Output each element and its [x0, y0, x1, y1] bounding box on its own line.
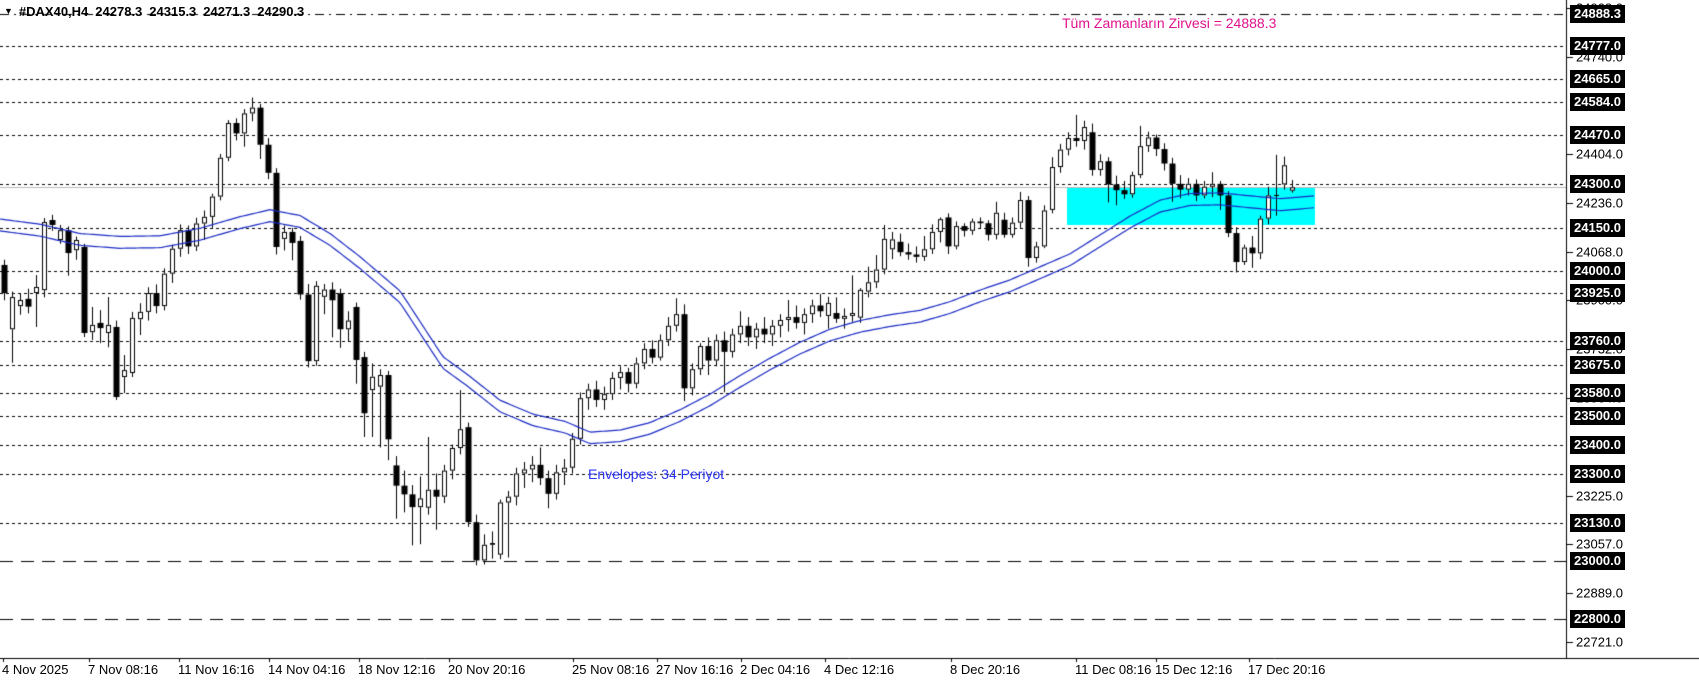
price-level-label: 24000.0 [1570, 262, 1625, 281]
time-axis-tick-label: 2 Dec 04:16 [740, 662, 811, 677]
time-axis-tick-label: 14 Nov 04:16 [268, 662, 346, 677]
price-level-label: 24300.0 [1570, 175, 1625, 194]
price-level-label: 22800.0 [1570, 609, 1625, 628]
price-axis-tick-label: 23057.0 [1576, 536, 1623, 552]
price-level-label: 23925.0 [1570, 284, 1625, 303]
price-level-label: 23000.0 [1570, 552, 1625, 570]
price-level-label: 24470.0 [1570, 126, 1625, 145]
time-axis-tick-label: 4 Nov 2025 [2, 662, 69, 677]
time-axis-tick-label: 27 Nov 16:16 [656, 662, 734, 677]
time-axis-tick-label: 20 Nov 20:16 [448, 662, 526, 677]
price-level-label: 24584.0 [1570, 93, 1625, 112]
price-axis-tick-label: 24068.0 [1576, 244, 1623, 260]
envelope-indicator-annotation: Envelopes: 34 Periyot [588, 466, 725, 482]
price-level-label: 24777.0 [1570, 37, 1625, 56]
price-axis-tick-label: 24404.0 [1576, 146, 1623, 162]
price-level-label: 24150.0 [1570, 218, 1625, 237]
time-axis-tick-label: 11 Nov 16:16 [178, 662, 255, 677]
time-axis-tick-label: 11 Dec 08:16 [1075, 662, 1152, 677]
price-level-label: 24888.3 [1570, 4, 1625, 23]
price-level-label: 23300.0 [1570, 465, 1625, 484]
all-time-high-annotation: Tüm Zamanların Zirvesi = 24888.3 [1062, 15, 1277, 31]
time-axis-tick-label: 8 Dec 20:16 [950, 662, 1021, 677]
ohlc-high: 24315.3 [149, 3, 197, 19]
price-level-label: 24665.0 [1570, 69, 1625, 88]
price-axis-tick-label: 23225.0 [1576, 488, 1623, 504]
chart-title: ▼ #DAX40,H4 24278.3 24315.3 24271.3 2429… [4, 3, 311, 19]
time-axis-tick-label: 17 Dec 20:16 [1248, 662, 1326, 677]
price-level-label: 23675.0 [1570, 356, 1625, 375]
ohlc-low: 24271.3 [203, 3, 251, 19]
ohlc-close: 24290.3 [257, 3, 305, 19]
price-level-label: 23130.0 [1570, 514, 1625, 533]
time-axis-tick-label: 25 Nov 08:16 [572, 662, 650, 677]
price-level-label: 23500.0 [1570, 407, 1625, 426]
time-axis-tick-label: 7 Nov 08:16 [88, 662, 159, 677]
time-axis-tick-label: 15 Dec 12:16 [1155, 662, 1233, 677]
symbol-period-label: #DAX40,H4 [18, 3, 89, 19]
ohlc-open: 24278.3 [95, 3, 143, 19]
price-level-label: 23760.0 [1570, 331, 1625, 350]
price-level-label: 23400.0 [1570, 436, 1625, 455]
price-axis-tick-label: 22721.0 [1576, 634, 1623, 650]
price-level-label: 23580.0 [1570, 383, 1625, 402]
price-axis-tick-label: 24236.0 [1576, 195, 1623, 211]
time-axis-tick-label: 4 Dec 12:16 [824, 662, 895, 677]
symbol-dropdown-icon[interactable]: ▼ [4, 5, 13, 16]
price-axis-tick-label: 22889.0 [1576, 585, 1623, 601]
time-axis-tick-label: 18 Nov 12:16 [358, 662, 436, 677]
